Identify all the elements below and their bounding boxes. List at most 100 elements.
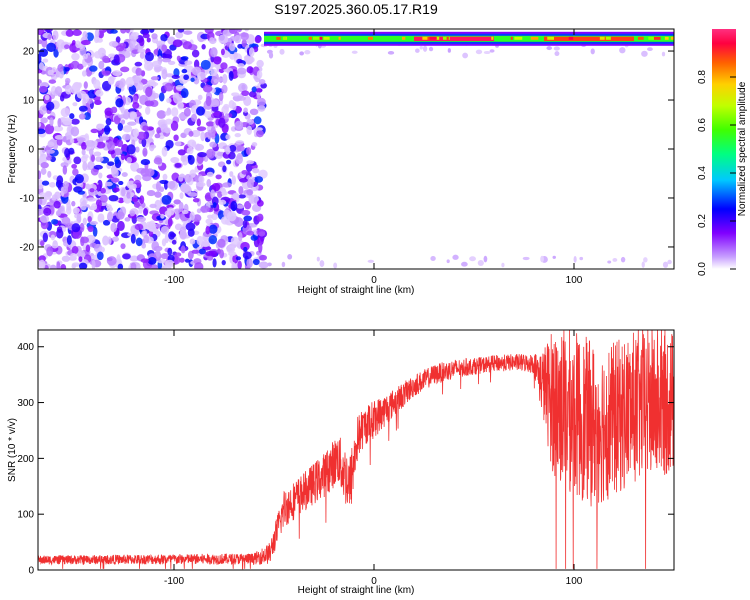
spectrogram-noise-blob [164, 118, 173, 125]
spectrogram-noise-blob [169, 232, 177, 238]
spectrogram-noise-blob [72, 29, 82, 36]
spectrogram-noise-blob [120, 243, 126, 250]
spectrogram-noise-blob [161, 238, 167, 247]
spectrogram-noise-blob [222, 73, 228, 84]
spectrogram-noise-blob [173, 199, 181, 205]
spectrogram-noise-blob [44, 29, 53, 33]
spectrogram-noise-blob [120, 29, 127, 34]
spectrogram-noise-blob [80, 236, 85, 247]
spectrogram-faint-blob [641, 261, 645, 268]
spectrogram-noise-blob [92, 226, 98, 237]
spectrogram-noise-blob [196, 106, 206, 116]
spectrogram-noise-blob [129, 255, 139, 262]
carrier-fleck [648, 36, 654, 40]
spectrogram-noise-blob [231, 261, 236, 269]
spectrogram-noise-blob [62, 185, 68, 194]
spectrogram-noise-blob [87, 215, 92, 223]
spectrogram-noise-blob [51, 73, 58, 81]
spectrogram-noise-blob [113, 54, 120, 65]
spectrogram-noise-blob [244, 201, 252, 210]
spectrogram-noise-blob [241, 39, 247, 48]
spectrogram-noise-blob [116, 254, 121, 264]
spectrogram-noise-blob [170, 120, 179, 131]
spectrogram-noise-blob [228, 251, 237, 257]
spectrogram-noise-blob [116, 211, 125, 220]
spectrogram-noise-blob [177, 101, 184, 110]
spectrogram-noise-blob [256, 70, 263, 79]
spectrogram-noise-blob [179, 192, 184, 199]
spectrogram-noise-blob [181, 68, 188, 74]
spectrogram-noise-blob [172, 39, 183, 48]
spectrogram-noise-blob [246, 160, 255, 165]
spectrogram-noise-blob [205, 95, 212, 107]
spectrogram-faint-blob [267, 262, 272, 267]
spectrogram-noise-blob [249, 108, 259, 116]
spectrogram-noise-blob [164, 110, 172, 116]
spectrogram-noise-blob [191, 49, 200, 58]
spectrogram-noise-blob [47, 33, 52, 41]
carrier-fleck [442, 36, 450, 40]
spectrogram-noise-blob [105, 181, 113, 187]
spectrogram-noise-blob [229, 144, 237, 153]
spectrogram-noise-blob [149, 144, 157, 149]
spectrogram-noise-blob [76, 137, 86, 143]
spectrogram-noise-blob [38, 39, 43, 45]
spectrogram-noise-blob [204, 110, 212, 119]
spectrogram-noise-blob [117, 263, 124, 269]
spectrogram-noise-blob [170, 156, 180, 164]
spectrogram-noise-blob [71, 52, 80, 61]
spectrogram-noise-blob [60, 263, 67, 269]
spectrogram-noise-blob [60, 162, 69, 168]
spectrogram-noise-blob [38, 255, 46, 262]
spectrogram-noise-blob [228, 70, 234, 81]
spectrogram-noise-blob [105, 118, 112, 126]
spectrogram-noise-blob [77, 249, 86, 259]
spectrogram-noise-blob [49, 117, 54, 127]
spectrogram-noise-blob [160, 225, 170, 235]
spectrogram-noise-blob [218, 199, 227, 205]
spectrogram-noise-blob [107, 141, 116, 151]
spectrogram-faint-blob [287, 254, 293, 260]
spectrogram-noise-blob [183, 74, 190, 81]
spectrogram-noise-blob [173, 208, 182, 214]
spectrogram-noise-blob [154, 133, 161, 139]
spectrogram-noise-blob [183, 30, 193, 35]
spectrogram-noise-blob [208, 235, 218, 245]
spectrogram-noise-blob [173, 134, 179, 142]
carrier-fleck [446, 36, 449, 40]
spectrogram-faint-blob [281, 261, 286, 268]
spectrogram-noise-blob [112, 70, 122, 77]
spectrogram-noise-blob [144, 100, 155, 107]
spectrogram-noise-blob [136, 216, 146, 222]
spectrogram-noise-blob [125, 29, 131, 34]
spectrogram-noise-blob [221, 182, 232, 188]
spectrogram-noise-blob [200, 59, 211, 70]
spectrogram-noise-blob [108, 53, 116, 58]
carrier-fleck [368, 36, 373, 40]
spectrogram-noise-blob [232, 254, 239, 264]
spectrogram-noise-blob [196, 118, 201, 127]
spectrogram-noise-blob [143, 208, 149, 216]
spectrogram-faint-blob [552, 255, 556, 259]
spectrogram-noise-blob [87, 160, 95, 171]
spectrogram-noise-blob [191, 113, 197, 122]
colorbar-tick-label: 0.0 [697, 262, 708, 276]
carrier-fleck [401, 36, 406, 40]
spectrogram-noise-blob [242, 251, 252, 260]
spectrogram-noise-blob [44, 124, 55, 135]
spectrogram-noise-blob [164, 259, 175, 268]
spectrogram-noise-blob [145, 86, 153, 98]
spectrogram-noise-blob [65, 29, 74, 37]
carrier-fleck [670, 36, 674, 40]
colorbar-gradient [712, 29, 736, 269]
spectrogram-noise-blob [222, 165, 227, 173]
spectrogram-noise-blob [126, 156, 133, 164]
spectrogram-noise-blob [192, 197, 200, 203]
spectrogram-ytick-label: 20 [23, 47, 35, 58]
spectrogram-noise-blob [95, 156, 104, 163]
spectrogram-faint-blob [590, 48, 595, 55]
colorbar: 0.0 0.2 0.4 0.6 0.8 Normalized spectral ampl… [697, 29, 748, 276]
spectrogram-noise-blob [39, 214, 50, 223]
spectrogram-noise-blob [102, 70, 111, 76]
